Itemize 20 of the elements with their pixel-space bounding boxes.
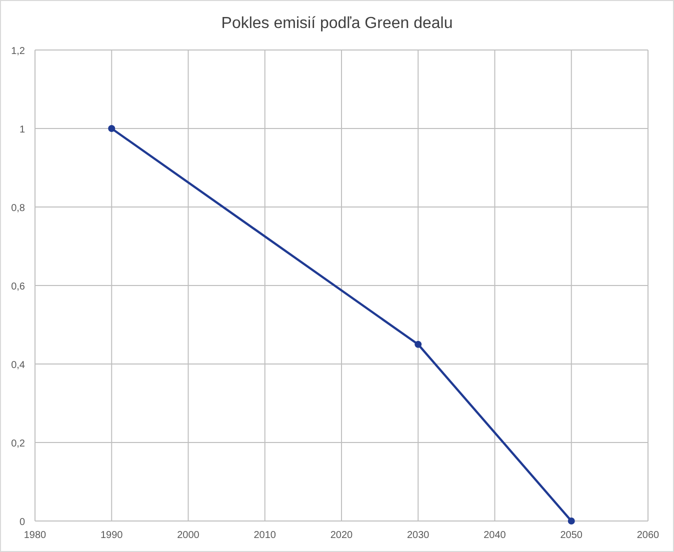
y-tick-label: 0,8 bbox=[11, 203, 26, 214]
x-tick-label: 2010 bbox=[254, 530, 276, 541]
x-tick-label: 1990 bbox=[100, 530, 124, 541]
chart-title: Pokles emisií podľa Green dealu bbox=[221, 15, 453, 32]
y-tick-label: 0,4 bbox=[11, 360, 26, 371]
y-tick-label: 1,2 bbox=[11, 46, 26, 57]
x-tick-label: 2050 bbox=[560, 530, 583, 541]
y-tick-label: 0,6 bbox=[11, 282, 26, 292]
x-tick-label: 2020 bbox=[330, 530, 354, 541]
x-tick-label: 2000 bbox=[177, 530, 200, 541]
x-tick-label: 2030 bbox=[407, 530, 430, 541]
y-tick-label: 1 bbox=[19, 124, 26, 136]
x-tick-label: 2060 bbox=[636, 530, 660, 541]
point bbox=[568, 518, 575, 524]
point bbox=[414, 340, 422, 348]
y-tick-label: 0 bbox=[19, 517, 26, 528]
point bbox=[108, 125, 116, 132]
x-tick-label: 2040 bbox=[484, 530, 506, 541]
x-tick-label: 1980 bbox=[24, 530, 47, 541]
y-tick-label: 0,2 bbox=[11, 438, 26, 450]
